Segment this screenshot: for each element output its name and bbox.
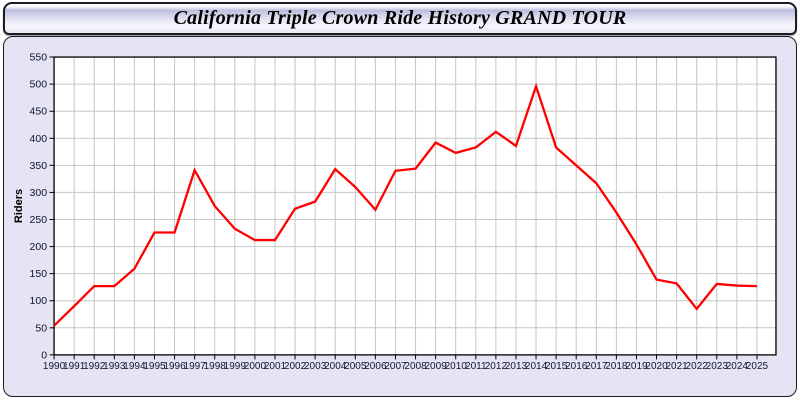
x-tick-label: 2011 — [465, 361, 487, 372]
x-tick-label: 1996 — [163, 361, 186, 372]
x-tick-label: 1990 — [43, 361, 66, 372]
title-banner: California Triple Crown Ride History GRA… — [3, 2, 797, 35]
y-tick-label: 500 — [30, 79, 48, 91]
x-tick-label: 1993 — [103, 361, 126, 372]
x-tick-label: 1995 — [143, 361, 166, 372]
x-tick-label: 2002 — [284, 361, 307, 372]
x-tick-label: 2025 — [746, 361, 769, 372]
x-tick-label: 2009 — [424, 361, 447, 372]
x-tick-label: 1994 — [123, 361, 146, 372]
y-axis-title: Riders — [13, 189, 25, 223]
x-tick-label: 2006 — [364, 361, 387, 372]
x-tick-label: 2007 — [384, 361, 407, 372]
y-tick-label: 200 — [30, 241, 48, 253]
x-tick-label: 2010 — [445, 361, 468, 372]
x-tick-label: 2018 — [605, 361, 628, 372]
y-tick-label: 0 — [41, 349, 47, 361]
y-tick-label: 150 — [30, 268, 48, 280]
y-tick-label: 50 — [35, 322, 47, 334]
x-tick-label: 2021 — [665, 361, 688, 372]
x-tick-label: 2016 — [565, 361, 588, 372]
x-tick-label: 2015 — [545, 361, 568, 372]
x-tick-label: 2023 — [706, 361, 729, 372]
x-tick-label: 1997 — [184, 361, 207, 372]
plot-area — [54, 57, 776, 355]
x-tick-label: 1992 — [83, 361, 106, 372]
y-tick-label: 300 — [30, 187, 48, 199]
y-tick-label: 550 — [30, 52, 48, 64]
x-tick-label: 2004 — [324, 361, 347, 372]
x-tick-label: 2012 — [485, 361, 508, 372]
y-tick-label: 350 — [30, 160, 48, 172]
x-tick-label: 2019 — [625, 361, 648, 372]
chart-panel: 1990 1991 1992 1993 1994 1995 1996 1997 1998 1999… — [3, 36, 797, 397]
x-tick-label: 2005 — [344, 361, 367, 372]
x-tick-label: 2003 — [304, 361, 327, 372]
x-tick-label: 2008 — [404, 361, 427, 372]
y-tick-label: 100 — [30, 295, 48, 307]
x-tick-label: 2024 — [726, 361, 749, 372]
x-tick-label: 2017 — [585, 361, 608, 372]
ride-history-line-chart: 1990199119921993199419951996199719981999… — [13, 52, 777, 372]
y-tick-label: 450 — [30, 106, 48, 118]
riders-series-line — [53, 82, 757, 327]
x-tick-label: 2014 — [525, 361, 548, 372]
y-tick-label: 400 — [30, 133, 48, 145]
x-tick-label: 1998 — [204, 361, 227, 372]
x-tick-label: 1999 — [224, 361, 247, 372]
x-tick-label: 2022 — [686, 361, 709, 372]
x-tick-label: 1991 — [63, 361, 86, 372]
x-tick-label: 2020 — [645, 361, 668, 372]
plot-frame — [53, 56, 777, 356]
page-title: California Triple Crown Ride History GRA… — [173, 7, 627, 29]
y-tick-label: 250 — [30, 214, 48, 226]
x-tick-label: 2000 — [244, 361, 267, 372]
x-tick-label: 2013 — [505, 361, 528, 372]
x-tick-label: 2001 — [264, 361, 287, 372]
